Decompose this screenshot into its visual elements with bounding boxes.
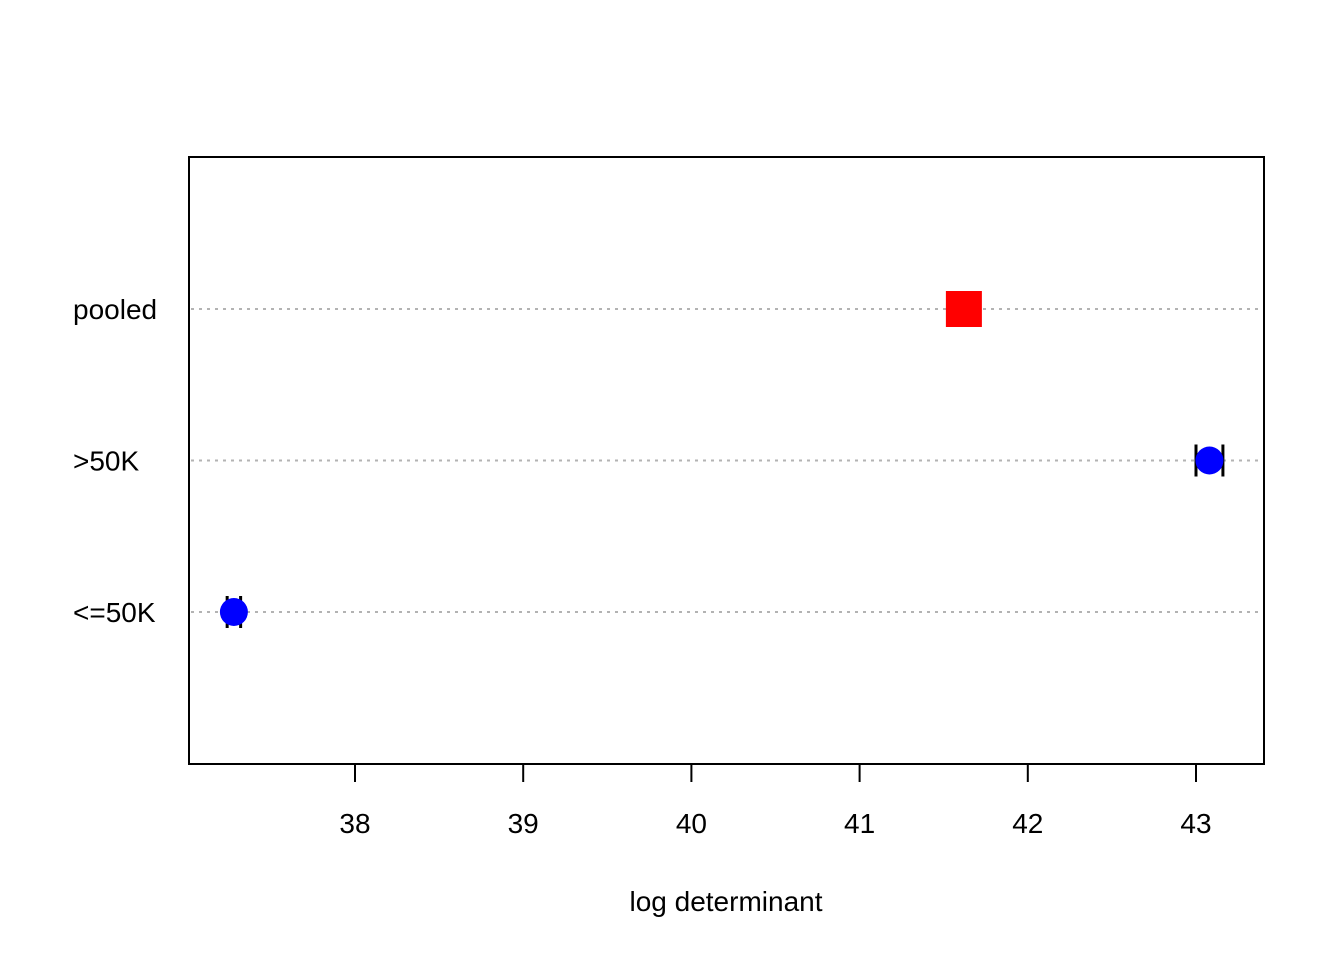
category-label: <=50K [73,597,156,628]
point-<=50K [219,598,248,626]
x-tick-label: 42 [1012,808,1043,839]
x-tick-label: 41 [844,808,875,839]
x-tick-label: 38 [339,808,370,839]
y-axis-labels: <=50K >50K pooled [73,294,157,628]
category-label: pooled [73,294,157,325]
x-tick-label: 40 [676,808,707,839]
x-axis: 38 39 40 41 42 43 [339,764,1212,839]
x-tick-label: 39 [508,808,539,839]
x-axis-title: log determinant [629,886,822,917]
x-tick-label: 43 [1180,808,1211,839]
plot-frame [188,156,1265,765]
grid-layer [191,308,1262,613]
point-pooled [945,291,982,327]
point->50K [1195,446,1224,475]
category-label: >50K [73,446,139,477]
data-points [219,291,1225,628]
